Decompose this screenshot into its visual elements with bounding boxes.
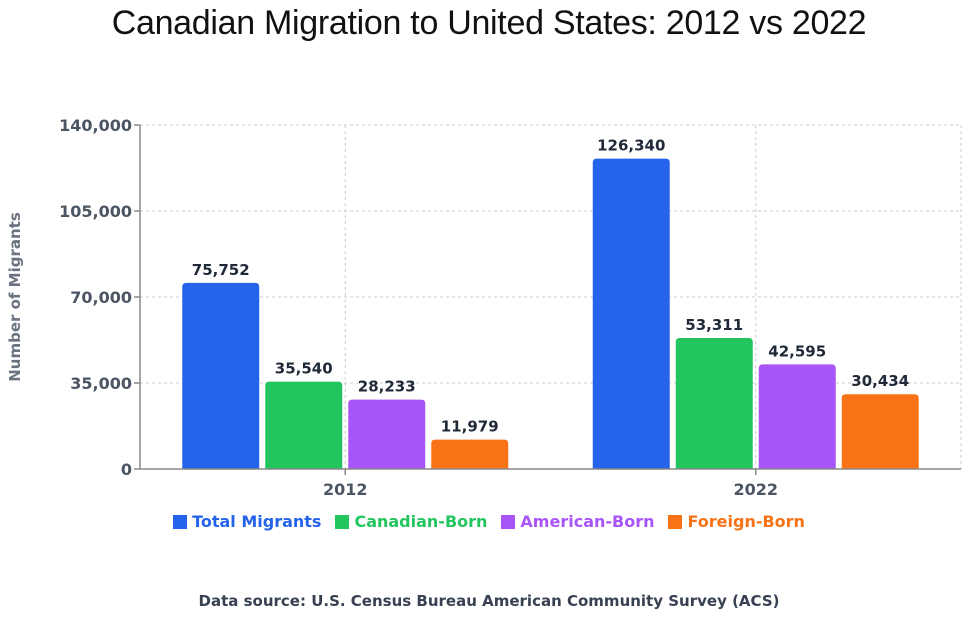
legend-swatch-icon	[335, 514, 350, 529]
legend-item-american-born[interactable]: American-Born	[501, 512, 654, 531]
legend-item-foreign-born[interactable]: Foreign-Born	[668, 512, 805, 531]
legend-label: Foreign-Born	[687, 512, 805, 531]
y-tick-label: 140,000	[59, 116, 132, 135]
bar-canadian-born-2012	[265, 381, 343, 469]
x-tick-label: 2012	[323, 480, 368, 499]
legend-swatch-icon	[501, 514, 516, 529]
bar-foreign-born-2022	[841, 394, 919, 469]
legend-label: Total Migrants	[192, 512, 322, 531]
x-tick-label: 2022	[733, 480, 778, 499]
data-label: 35,540	[275, 360, 333, 378]
y-tick-label: 105,000	[59, 202, 132, 221]
data-label: 11,979	[441, 418, 499, 436]
data-label: 75,752	[192, 261, 250, 279]
data-label: 28,233	[358, 378, 416, 396]
data-label: 126,340	[597, 137, 665, 155]
chart-title: Canadian Migration to United States: 201…	[111, 4, 867, 42]
bar-american-born-2012	[348, 399, 426, 469]
legend-label: Canadian-Born	[354, 512, 488, 531]
bar-total-migrants-2012	[182, 282, 260, 469]
bar-american-born-2022	[758, 364, 836, 469]
legend-item-canadian-born[interactable]: Canadian-Born	[335, 512, 487, 531]
legend-swatch-icon	[668, 514, 683, 529]
bar-total-migrants-2022	[592, 158, 670, 469]
bar-canadian-born-2022	[675, 338, 753, 469]
legend-item-total-migrants[interactable]: Total Migrants	[173, 512, 321, 531]
data-label: 53,311	[685, 316, 743, 334]
data-labels: 75,752 35,540 28,233 11,979 126,340 53,311 42,…	[192, 137, 909, 436]
y-tick-label: 35,000	[70, 374, 132, 393]
data-label: 42,595	[768, 342, 826, 360]
legend: Total Migrants Canadian-Born American-Born…	[0, 512, 978, 531]
y-tick-label: 0	[121, 460, 132, 479]
source-note: Data source: U.S. Census Bureau American…	[198, 592, 780, 610]
legend-swatch-icon	[173, 514, 188, 529]
grid	[140, 124, 962, 469]
data-label: 30,434	[851, 372, 909, 390]
bars	[182, 158, 919, 469]
legend-label: American-Born	[520, 512, 655, 531]
y-axis-title: Number of Migrants	[6, 212, 24, 382]
axes: 0 35,000 70,000 105,000 140,000 2012 2022	[59, 116, 961, 499]
bar-foreign-born-2012	[431, 439, 509, 469]
y-tick-label: 70,000	[70, 288, 132, 307]
